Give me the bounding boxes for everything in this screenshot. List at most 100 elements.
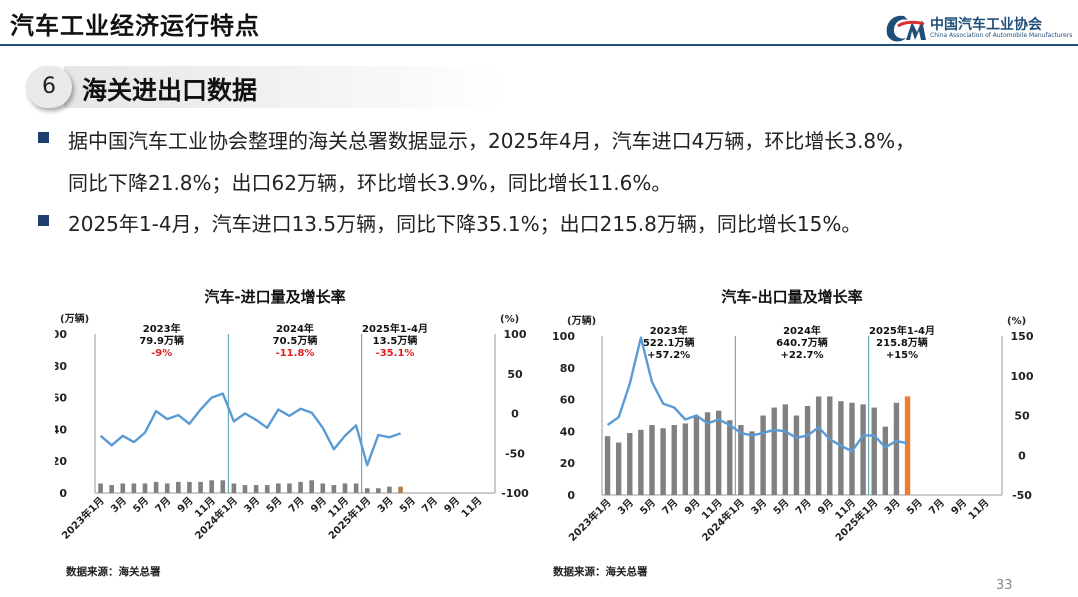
- y-tick-label: 100: [552, 330, 575, 343]
- bar: [276, 483, 281, 493]
- x-tick-label: 3月: [242, 495, 262, 515]
- annotation-value: 215.8万辆: [876, 336, 928, 349]
- source-note-export: 数据来源：海关总署: [553, 566, 648, 578]
- bar: [727, 420, 733, 495]
- x-tick-label: 7月: [660, 497, 680, 517]
- bar: [693, 415, 700, 495]
- bar: [771, 407, 777, 495]
- bar: [671, 425, 677, 495]
- bar: [760, 415, 766, 495]
- y2-axis-unit-label: (%): [500, 314, 519, 325]
- bar: [782, 404, 789, 495]
- y2-tick-label: -100: [501, 487, 529, 500]
- bar: [153, 481, 159, 493]
- bar: [660, 428, 666, 495]
- bar: [320, 483, 326, 493]
- annotation-growth: -35.1%: [376, 348, 415, 359]
- bar: [220, 480, 226, 493]
- logo-name-cn: 中国汽车工业协会: [930, 17, 1042, 33]
- y2-tick-label: 50: [507, 368, 523, 381]
- bar: [331, 485, 337, 493]
- y-tick-label: 20: [560, 457, 576, 470]
- bar: [387, 486, 392, 493]
- annotation-value: 640.7万辆: [776, 336, 828, 349]
- x-tick-label: 7月: [286, 495, 306, 515]
- page-number: 33: [996, 578, 1013, 593]
- x-tick-label: 5月: [264, 495, 284, 515]
- bar: [649, 425, 655, 495]
- y2-tick-label: -50: [505, 447, 525, 460]
- y2-tick-label: 150: [1011, 330, 1034, 343]
- x-tick-label: 2023年1月: [566, 496, 614, 544]
- bar: [242, 485, 248, 493]
- bar: [882, 426, 889, 495]
- bar: [120, 483, 126, 493]
- bar: [627, 432, 633, 495]
- x-tick-label: 2023年1月: [59, 494, 107, 542]
- x-tick-label: 5月: [131, 495, 151, 515]
- bar: [715, 410, 722, 495]
- annotation-period: 2025年1-4月: [362, 322, 428, 335]
- association-logo: 中国汽车工业协会 China Association of Automobile…: [884, 12, 1074, 46]
- y-tick-label: 0: [567, 489, 575, 502]
- y2-tick-label: -50: [1012, 489, 1032, 502]
- x-tick-label: 5月: [638, 497, 658, 517]
- y-tick-label: 60: [55, 392, 67, 405]
- y-tick-label: 20: [55, 455, 67, 468]
- bar: [838, 401, 844, 495]
- y-tick-label: 60: [560, 394, 576, 407]
- y2-tick-label: 0: [1018, 449, 1026, 462]
- x-tick-label: 3月: [749, 497, 769, 517]
- x-tick-label: 5月: [771, 497, 791, 517]
- bar: [638, 429, 644, 495]
- y2-tick-label: 0: [511, 408, 519, 421]
- bar: [893, 402, 900, 495]
- caam-logo-icon: [886, 15, 926, 42]
- chart-title: 汽车-进口量及增长率: [204, 288, 345, 306]
- x-tick-label: 5月: [397, 495, 417, 515]
- bullet-2-line-1: 2025年1-4月，汽车进口13.5万辆，同比下降35.1%；出口215.8万辆…: [68, 212, 862, 236]
- annotation-period: 2023年: [650, 324, 688, 337]
- section-title: 海关进出口数据: [82, 76, 258, 105]
- bar: [749, 431, 755, 495]
- bar: [682, 423, 689, 495]
- x-tick-label: 7月: [927, 497, 947, 517]
- x-tick-label: 11月: [459, 495, 484, 520]
- bar: [109, 485, 114, 493]
- x-tick-label: 3月: [615, 497, 635, 517]
- x-tick-label: 7月: [793, 497, 813, 517]
- chart-title: 汽车-出口量及增长率: [721, 288, 862, 306]
- bullet-1-line-1: 据中国汽车工业协会整理的海关总署数据显示，2025年4月，汽车进口4万辆，环比增…: [68, 129, 916, 153]
- bar: [849, 402, 855, 495]
- x-tick-label: 3月: [882, 497, 902, 517]
- bar: [860, 404, 866, 495]
- y-axis-unit-label: (万辆): [60, 312, 89, 325]
- annotation-period: 2024年: [276, 322, 314, 335]
- bar: [398, 486, 403, 493]
- bar: [871, 407, 877, 495]
- annotation-value: 79.9万辆: [139, 334, 184, 347]
- y2-tick-label: 100: [504, 328, 527, 341]
- y2-tick-label: 100: [1011, 370, 1034, 383]
- annotation-growth: +57.2%: [647, 350, 690, 361]
- bullet-square-icon: [38, 215, 49, 226]
- bar: [376, 488, 381, 493]
- bar: [209, 480, 214, 493]
- y-axis-unit-label: (万辆): [567, 314, 596, 327]
- bar: [738, 425, 744, 495]
- annotation-growth: -11.8%: [276, 348, 315, 359]
- section-number-badge: 6: [26, 66, 72, 108]
- y-tick-label: 80: [560, 362, 576, 375]
- y-tick-label: 100: [55, 328, 67, 341]
- growth-rate-line: [99, 392, 401, 467]
- annotation-value: 522.1万辆: [643, 336, 695, 349]
- x-tick-label: 5月: [904, 497, 924, 517]
- bar: [815, 396, 822, 495]
- y-tick-label: 40: [560, 425, 576, 438]
- annotation-value: 13.5万辆: [373, 334, 418, 347]
- x-tick-label: 7月: [153, 495, 173, 515]
- growth-rate-line: [606, 336, 908, 453]
- annotation-growth: -9%: [151, 348, 172, 359]
- bar: [353, 483, 359, 493]
- bar: [253, 485, 259, 493]
